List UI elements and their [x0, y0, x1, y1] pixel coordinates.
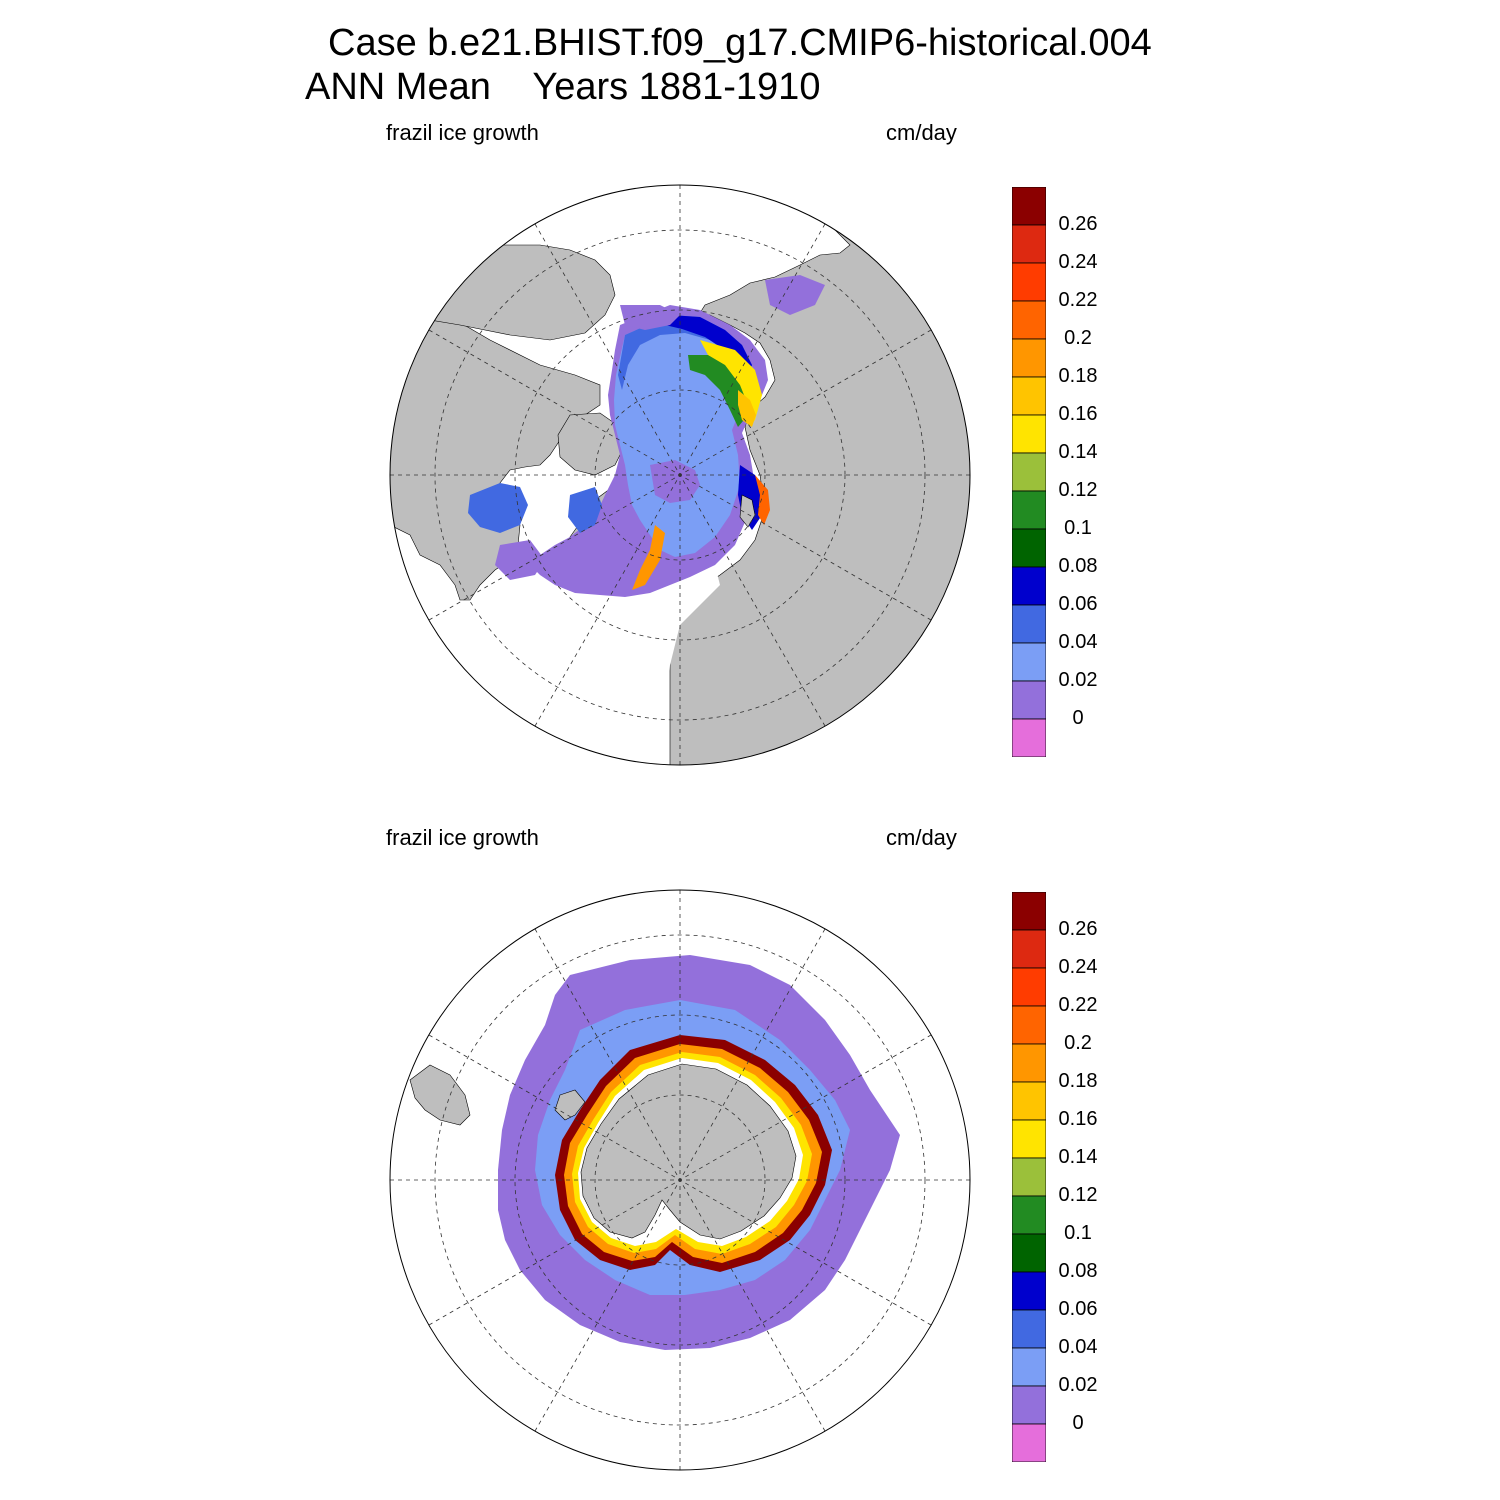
colorbar-tick-label: 0 — [1072, 707, 1084, 729]
colorbar-tick-label: 0.24 — [1058, 251, 1098, 273]
colorbar-tick-label: 0.14 — [1058, 441, 1098, 463]
colorbar-tick-label: 0.18 — [1058, 365, 1098, 387]
colorbar-tick-label: 0.02 — [1058, 1374, 1098, 1396]
colorbar-tick-label: 0.14 — [1058, 1146, 1098, 1168]
colorbar-tick-label: 0.06 — [1058, 1298, 1098, 1320]
colorbar-swatch — [1012, 1423, 1046, 1462]
map-border — [389, 184, 971, 766]
colorbar-swatch — [1012, 1195, 1046, 1235]
colorbar-swatch — [1012, 892, 1046, 931]
south-variable-label: frazil ice growth — [386, 825, 539, 850]
colorbar-swatch — [1012, 338, 1046, 378]
colorbar-swatch — [1012, 680, 1046, 720]
colorbar-swatch — [1012, 490, 1046, 530]
colorbar-north — [1012, 187, 1046, 757]
colorbar-tick-label: 0.22 — [1058, 289, 1098, 311]
colorbar-tick-label: 0.2 — [1064, 327, 1092, 349]
figure-title-period: ANN Mean Years 1881-1910 — [305, 66, 821, 108]
colorbar-tick-label: 0.06 — [1058, 593, 1098, 615]
colorbar-swatch — [1012, 566, 1046, 606]
colorbar-tick-label: 0.24 — [1058, 956, 1098, 978]
colorbar-swatch — [1012, 1347, 1046, 1387]
colorbar-swatch — [1012, 1119, 1046, 1159]
colorbar-tick-label: 0.16 — [1058, 403, 1098, 425]
colorbar-swatch — [1012, 604, 1046, 644]
north-units-label: cm/day — [886, 120, 957, 145]
colorbar-tick-label: 0.22 — [1058, 994, 1098, 1016]
colorbar-tick-label: 0.12 — [1058, 1184, 1098, 1206]
asia-northeast-landmass — [390, 244, 616, 341]
baffin-bay-ice — [568, 487, 602, 533]
colorbar-swatch — [1012, 1385, 1046, 1425]
hudson-bay-ice — [468, 483, 528, 533]
colorbar-south — [1012, 892, 1046, 1462]
colorbar-swatch — [1012, 929, 1046, 969]
colorbar-swatch — [1012, 262, 1046, 302]
colorbar-swatch — [1012, 1233, 1046, 1273]
colorbar-tick-label: 0.18 — [1058, 1070, 1098, 1092]
colorbar-swatch — [1012, 1271, 1046, 1311]
south-units-label: cm/day — [886, 825, 957, 850]
colorbar-swatch — [1012, 1309, 1046, 1349]
colorbar-tick-label: 0.26 — [1058, 918, 1098, 940]
colorbar-swatch — [1012, 376, 1046, 416]
colorbar-tick-label: 0.12 — [1058, 479, 1098, 501]
north-variable-label: frazil ice growth — [386, 120, 539, 145]
colorbar-tick-label: 0 — [1072, 1412, 1084, 1434]
okhotsk-sea-ice — [765, 275, 825, 315]
colorbar-tick-label: 0.02 — [1058, 669, 1098, 691]
colorbar-tick-label: 0.04 — [1058, 1336, 1098, 1358]
colorbar-tick-label: 0.1 — [1064, 1222, 1092, 1244]
colorbar-swatch — [1012, 452, 1046, 492]
colorbar-swatch — [1012, 642, 1046, 682]
colorbar-swatch — [1012, 528, 1046, 568]
colorbar-swatch — [1012, 1157, 1046, 1197]
antarctic-polar-map — [389, 889, 971, 1471]
colorbar-swatch — [1012, 967, 1046, 1007]
labrador-ice — [495, 540, 545, 580]
colorbar-tick-label: 0.26 — [1058, 213, 1098, 235]
colorbar-tick-label: 0.1 — [1064, 517, 1092, 539]
south-america-tip — [409, 1064, 471, 1126]
colorbar-tick-label: 0.08 — [1058, 1260, 1098, 1282]
barents-warm-edge — [755, 475, 770, 525]
east-siberian-coast-warm — [738, 390, 756, 427]
colorbar-swatch — [1012, 1043, 1046, 1083]
siberian-shelf-yellow — [700, 340, 762, 425]
colorbar-tick-label: 0.04 — [1058, 631, 1098, 653]
graticule — [390, 185, 970, 765]
colorbar-tick-label: 0.16 — [1058, 1108, 1098, 1130]
graticule — [390, 890, 970, 1470]
colorbar-swatch — [1012, 1005, 1046, 1045]
colorbar-swatch — [1012, 187, 1046, 226]
greenland-east-coast-ice — [632, 525, 665, 590]
bering-sea-ice — [620, 305, 680, 330]
colorbar-tick-label: 0.2 — [1064, 1032, 1092, 1054]
colorbar-swatch — [1012, 224, 1046, 264]
colorbar-tick-label: 0.08 — [1058, 555, 1098, 577]
colorbar-swatch — [1012, 718, 1046, 757]
arctic-polar-map — [389, 184, 971, 766]
figure-title-case: Case b.e21.BHIST.f09_g17.CMIP6-historica… — [328, 22, 1152, 64]
canadian-archipelago — [557, 412, 626, 476]
map-border — [389, 889, 971, 1471]
colorbar-swatch — [1012, 300, 1046, 340]
laptev-kara-ice-band — [665, 315, 752, 377]
colorbar-swatch — [1012, 1081, 1046, 1121]
colorbar-swatch — [1012, 414, 1046, 454]
